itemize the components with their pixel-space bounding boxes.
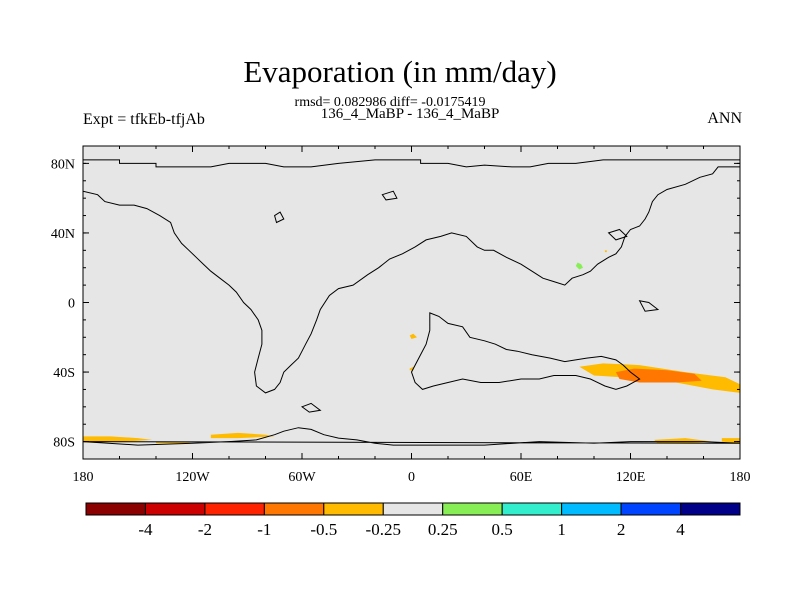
colorbar-label: 0.25 [428,520,458,539]
lon-tick-label: 120E [616,470,646,485]
anomaly-antarctic-coast-west-1 [83,436,153,442]
season-label: ANN [707,110,742,127]
colorbar-label: 4 [676,520,685,539]
coastline-small-island-1 [300,402,322,413]
anomaly-southern-ocean-core [615,368,702,383]
stats-line: rmsd= 0.082986 diff= -0.0175419 [294,95,486,110]
lat-tick-label: 80N [51,157,75,172]
anomaly-asia-positive [575,262,583,270]
lon-tick-label: 60E [510,470,533,485]
colorbar-box [204,502,265,516]
coastline-main-continent [83,159,740,394]
lat-tick-label: 40N [51,227,75,242]
colorbar-label: 2 [617,520,626,539]
colorbar-label: -4 [138,520,153,539]
colorbar-box [442,502,503,516]
colorbar-label: -1 [257,520,271,539]
colorbar-box [501,502,563,516]
lon-tick-label: 120W [175,470,210,485]
colorbar-box [680,502,741,516]
anomaly-equatorial-blob-1 [409,333,417,339]
lon-tick-label: 180 [730,470,751,485]
lat-tick-label: 40S [53,366,75,381]
lat-tick-label: 80S [53,436,75,451]
colorbar-label: -2 [198,520,212,539]
colorbar-label: 0.5 [492,520,513,539]
lon-tick-label: 60W [288,470,316,485]
colorbar-box [323,502,384,516]
anomaly-antarctic-coast-west-3 [210,432,275,439]
colorbar-box [144,502,206,516]
lon-tick-label: 0 [408,470,415,485]
colorbar-box [85,502,146,516]
chart-title: Evaporation (in mm/day) [243,54,557,89]
colorbar-box [263,502,325,516]
map-background [83,146,740,459]
anomaly-asia-small [604,250,607,253]
map-layers [83,159,740,446]
colorbar-box [561,502,622,516]
lat-tick-label: 0 [68,297,75,312]
case-line: 136_4_MaBP - 136_4_MaBP [320,106,500,122]
coastline-antarctic-coast [83,427,740,446]
colorbar-label: 1 [557,520,566,539]
lon-tick-label: 180 [73,470,94,485]
coastline-africa-south-and-australia [410,312,641,390]
expt-label: Expt = tfkEb-tfjAb [83,111,205,128]
coastline-small-island-2 [381,190,398,201]
colorbar-label: -0.5 [310,520,337,539]
colorbar-box [620,502,682,516]
coastline-small-island-3 [638,300,660,312]
coastline-small-island-4 [607,228,628,241]
colorbar-box [382,502,444,516]
colorbar-label: -0.25 [366,520,401,539]
coastline-small-island-5 [274,211,285,224]
